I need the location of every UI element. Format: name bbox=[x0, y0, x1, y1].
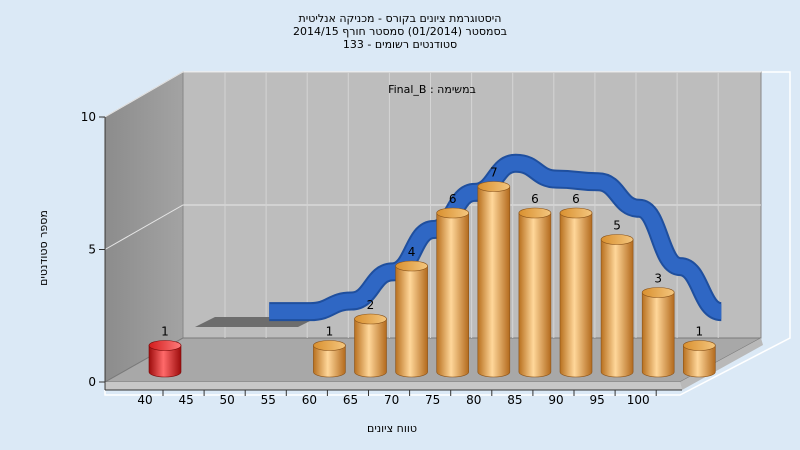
title-line-1: היסטוגרמת ציונים בקורס - מכניקה אנליטית bbox=[299, 12, 502, 25]
x-tick-label: 95 bbox=[589, 393, 604, 407]
bar-value-label: 6 bbox=[531, 192, 539, 206]
bar-body bbox=[395, 265, 428, 378]
x-tick-label: 65 bbox=[343, 393, 358, 407]
bar-60: 1 bbox=[313, 325, 346, 378]
bar-body bbox=[313, 345, 346, 378]
gridline-y-5 bbox=[104, 204, 761, 250]
y-tick-label: 5 bbox=[88, 243, 96, 257]
x-tick-label: 60 bbox=[302, 393, 317, 407]
floor-edge-front bbox=[105, 382, 682, 390]
trend-curve bbox=[269, 153, 724, 322]
bar-body bbox=[559, 212, 593, 378]
x-tick-label: 45 bbox=[178, 393, 193, 407]
bar-value-label: 5 bbox=[613, 219, 621, 233]
gridlines bbox=[104, 71, 761, 338]
bar-80: 7 bbox=[477, 166, 511, 378]
bar-body bbox=[477, 186, 511, 378]
bar-95: 5 bbox=[600, 219, 634, 378]
bar-body bbox=[683, 345, 716, 378]
bar-90: 6 bbox=[559, 192, 593, 378]
bar-85: 6 bbox=[518, 192, 552, 378]
bar-body bbox=[436, 212, 469, 378]
bar-75: 6 bbox=[436, 192, 470, 378]
y-tick-label: 0 bbox=[88, 375, 96, 389]
bar-value-label: 6 bbox=[572, 192, 580, 206]
bar-cap bbox=[641, 287, 675, 298]
bar-value-label: 7 bbox=[490, 166, 498, 180]
bar-cap bbox=[518, 207, 552, 219]
bar-cap bbox=[354, 313, 387, 325]
bar-cap bbox=[436, 207, 470, 219]
bar-65: 2 bbox=[354, 298, 387, 378]
bar-cap bbox=[559, 207, 593, 219]
bar-70: 4 bbox=[395, 245, 428, 378]
bar-cap bbox=[600, 234, 634, 245]
gridline-y-10 bbox=[104, 71, 761, 118]
bar-40: 1 bbox=[148, 325, 182, 378]
chart-title: היסטוגרמת ציונים בקורס - מכניקה אנליטית … bbox=[293, 12, 507, 51]
series-tag: במשימה : Final_B bbox=[388, 83, 476, 96]
bar-value-label: 1 bbox=[695, 325, 703, 339]
x-tick-label: 85 bbox=[507, 393, 522, 407]
bar-value-label: 2 bbox=[367, 298, 375, 312]
x-tick-label: 40 bbox=[137, 393, 152, 407]
bar-value-label: 1 bbox=[161, 325, 169, 339]
bar-value-label: 4 bbox=[408, 245, 416, 259]
x-tick-labels: 40 45 50 55 60 65 70 75 80 85 90 95 100 bbox=[137, 393, 649, 407]
x-axis-title: טווח ציונים bbox=[367, 422, 417, 435]
x-tick-label: 55 bbox=[261, 393, 276, 407]
x-tick-label: 70 bbox=[384, 393, 399, 407]
bar-100: 3 bbox=[641, 272, 675, 378]
y-tick-label: 10 bbox=[81, 110, 96, 124]
y-axis-title: מספר סטודנטים bbox=[37, 210, 50, 286]
title-line-2: בסמסטר (01/2014) סמסטר חורף 2014/15 bbox=[293, 25, 507, 38]
bar-body bbox=[600, 239, 634, 378]
bar-cap bbox=[313, 340, 346, 351]
x-tick-label: 80 bbox=[466, 393, 481, 407]
bar-value-label: 1 bbox=[326, 325, 334, 339]
x-tick-label: 90 bbox=[548, 393, 563, 407]
x-tick-label: 75 bbox=[425, 393, 440, 407]
bar-cap bbox=[148, 340, 182, 351]
bar-body bbox=[354, 318, 387, 378]
bar-body bbox=[518, 212, 552, 378]
histogram-bars: 1 1 2 4 6 7 6 6 5 3 1 bbox=[148, 166, 716, 378]
bar-value-label: 3 bbox=[654, 272, 662, 286]
bar-cap bbox=[477, 181, 511, 192]
x-tick-label: 50 bbox=[220, 393, 235, 407]
bar-cap bbox=[682, 340, 716, 351]
x-tick-label: 100 bbox=[627, 393, 650, 407]
axes bbox=[99, 116, 682, 396]
bar-value-label: 6 bbox=[449, 192, 457, 206]
bar-105: 1 bbox=[682, 325, 716, 378]
bar-body bbox=[641, 292, 675, 378]
bar-cap bbox=[395, 260, 428, 272]
trend-ribbon bbox=[269, 155, 723, 320]
title-line-3: סטודנטים רשומים - 133 bbox=[343, 38, 457, 51]
bar-body bbox=[148, 345, 182, 378]
y-tick-labels: 0 5 10 bbox=[81, 110, 96, 389]
